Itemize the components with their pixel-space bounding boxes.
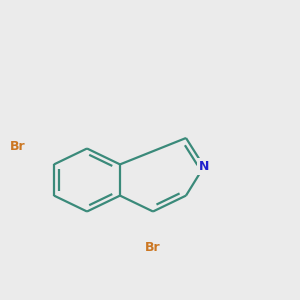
Text: Br: Br — [145, 241, 161, 254]
Text: Br: Br — [10, 140, 25, 154]
Text: N: N — [199, 160, 209, 173]
